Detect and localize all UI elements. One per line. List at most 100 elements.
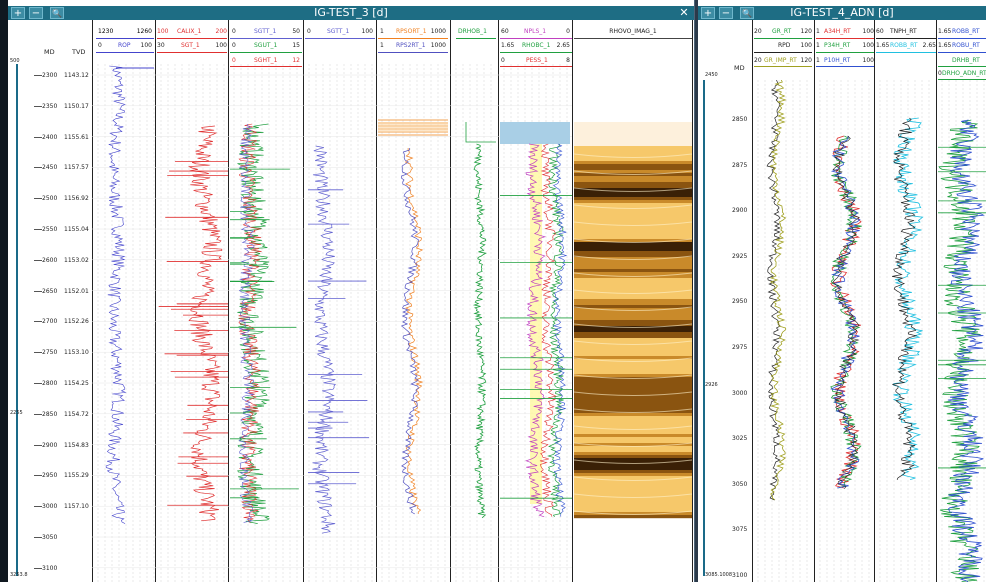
a34h-min: 1 <box>816 28 820 35</box>
image-band <box>574 215 692 219</box>
rop-name: ROP <box>118 42 131 49</box>
image-band <box>574 158 692 162</box>
image-band <box>574 206 692 210</box>
image-band <box>574 269 692 273</box>
header-scale-line <box>230 38 302 39</box>
image-band <box>574 416 692 420</box>
remove-track-button-2[interactable]: − <box>719 7 733 19</box>
image-band <box>574 368 692 372</box>
image-band <box>574 431 692 435</box>
header-scale-line <box>157 52 227 53</box>
image-band <box>574 485 692 489</box>
image-top-blank <box>574 122 692 146</box>
md-depth-label: 2650 <box>42 287 58 295</box>
log-plot-area-1[interactable] <box>8 64 694 582</box>
image-band <box>574 314 692 318</box>
image-band <box>574 509 692 513</box>
depth-navigator-bar[interactable] <box>16 64 18 576</box>
robu-curve <box>947 119 985 582</box>
image-band <box>574 281 692 285</box>
header-scale-line <box>574 38 692 39</box>
image-band <box>574 191 692 195</box>
navigator-mid-value-2: 2926 <box>705 382 718 388</box>
remove-track-button[interactable]: − <box>29 7 43 19</box>
header-scale-line <box>816 52 874 53</box>
add-track-button-2[interactable]: + <box>701 7 715 19</box>
md-tick <box>34 105 42 107</box>
header-scale-line <box>816 38 874 39</box>
image-band <box>574 395 692 399</box>
calix-min: 100 <box>157 28 169 35</box>
rhovo-name: RHOVO_IMAG_1 <box>609 28 657 35</box>
minus-icon: − <box>721 8 731 19</box>
header-scale-line <box>96 52 154 53</box>
window-1-titlebar[interactable]: IG-TEST_3 [d] <box>8 6 694 20</box>
track-separator <box>92 20 93 582</box>
pess-curve <box>539 143 557 517</box>
log-plot-area-2[interactable] <box>698 80 986 582</box>
md-depth-label: 3050 <box>732 480 748 488</box>
desktop-edge <box>0 0 8 582</box>
image-band <box>574 461 692 465</box>
rpsort-name: RPSORT_1 <box>396 28 427 35</box>
md-tick <box>34 198 42 200</box>
sgt-max: 100 <box>215 42 227 49</box>
md-tick <box>34 259 42 261</box>
zoom-button[interactable]: 🔍 <box>50 7 64 19</box>
calix-max: 200 <box>215 28 227 35</box>
image-band <box>574 260 692 264</box>
minus-icon: − <box>31 8 41 19</box>
image-band <box>574 296 692 300</box>
track-separator <box>936 20 937 582</box>
image-sinusoid <box>573 425 693 430</box>
image-sinusoid <box>573 170 693 175</box>
sght-name: SGHT_1 <box>254 57 278 64</box>
image-band <box>574 458 692 462</box>
md-tick <box>34 567 42 569</box>
rpsort-fill <box>378 122 448 132</box>
md-tick <box>34 413 42 415</box>
md-depth-label: 3000 <box>732 389 748 397</box>
p10h-curve <box>830 135 861 489</box>
md-depth-label: 2975 <box>732 344 748 351</box>
sgt-min: 30 <box>157 42 165 49</box>
track-header-rhovo-image[interactable]: RHOVO_IMAG_1 <box>574 28 692 36</box>
image-band <box>574 449 692 453</box>
image-band <box>574 437 692 441</box>
image-band <box>574 146 692 150</box>
sght-min: 0 <box>232 57 236 64</box>
navigator-bottom-value-2: 3085.1008 <box>705 572 733 578</box>
header-scale-line <box>876 52 936 53</box>
a34h-max: 100 <box>862 28 874 35</box>
rpsort-curve <box>404 148 424 515</box>
rop-min: 1230 <box>98 28 114 35</box>
md-depth-label: 2300 <box>42 72 58 79</box>
rhobc-fill <box>500 122 570 144</box>
header-scale-line <box>305 38 375 39</box>
image-band <box>574 182 692 186</box>
zoom-button-2[interactable]: 🔍 <box>740 7 754 19</box>
header-scale-line <box>816 66 874 67</box>
image-band <box>574 236 692 240</box>
close-window-button[interactable]: ✕ <box>678 7 690 19</box>
md-depth-label: 2450 <box>42 164 58 172</box>
md-tick <box>34 290 42 292</box>
md-tick <box>34 475 42 477</box>
md-depth-label: 2800 <box>42 380 58 387</box>
image-band <box>574 434 692 438</box>
close-icon: ✕ <box>679 6 689 19</box>
md-depth-label: 3075 <box>732 526 748 534</box>
image-band <box>574 455 692 459</box>
pess-fill <box>530 144 542 504</box>
add-track-button[interactable]: + <box>11 7 25 19</box>
image-band <box>574 311 692 315</box>
depth-navigator-bar-2[interactable] <box>703 80 705 576</box>
pess-name: PESS_1 <box>526 57 548 64</box>
header-scale-line <box>378 38 448 39</box>
image-band <box>574 467 692 471</box>
image-band <box>574 245 692 249</box>
image-sinusoid <box>573 255 693 260</box>
navigator-bottom-value: 3253.8 <box>10 572 28 578</box>
rpsort-min: 1 <box>380 28 384 35</box>
window-2-titlebar[interactable]: IG-TEST_4_ADN [d] <box>698 6 986 20</box>
